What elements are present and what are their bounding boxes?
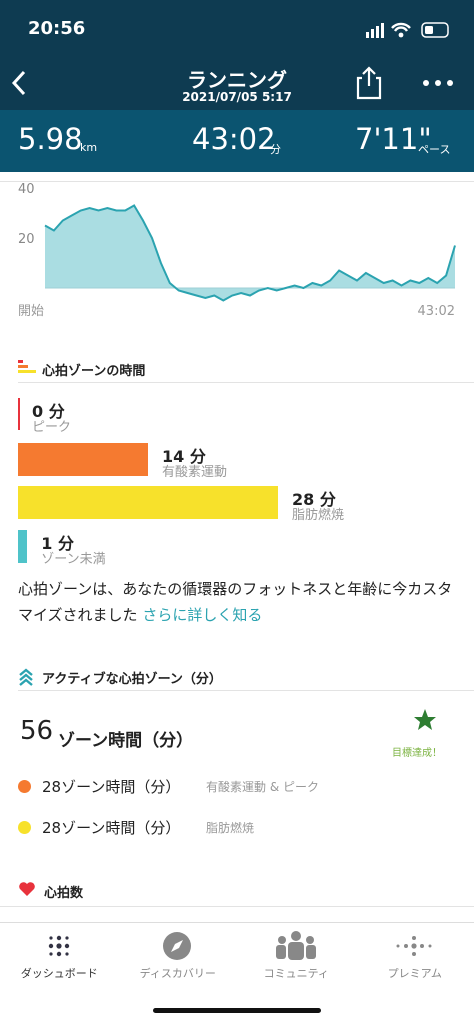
section-title: アクティブな心拍ゾーン（分） (42, 668, 222, 687)
nav-icon (276, 931, 316, 960)
chart-area (45, 206, 455, 301)
zone-bar (18, 486, 278, 519)
x-label: 開始 (18, 304, 44, 319)
stat-unit: ペース (418, 141, 450, 157)
zone-time: 28ゾーン時間（分） (42, 817, 180, 838)
zone-bar (18, 530, 27, 563)
zone-name: 有酸素運動 (162, 461, 227, 480)
zone-dot (18, 780, 31, 793)
divider (18, 690, 474, 691)
zone-name: ゾーン未満 (41, 548, 105, 567)
y-tick-label: 40 (18, 182, 35, 197)
section-title: 心拍数 (44, 882, 83, 901)
x-label: 43:02 (418, 304, 455, 319)
heart-icon (18, 881, 36, 897)
nav-label[interactable]: プレミアム (356, 965, 474, 981)
stat-unit: 分 (270, 141, 281, 157)
nav-label[interactable]: ダッシュボード (0, 965, 119, 981)
stat-value: 5.98 (18, 122, 83, 156)
zone-bar (18, 398, 20, 430)
zone-time: 28ゾーン時間（分） (42, 776, 180, 797)
stat-value: 43:02 (192, 122, 276, 156)
nav-icon (397, 936, 432, 956)
zone-desc: 有酸素運動 & ピーク (206, 778, 319, 795)
zone-desc: 脂肪燃焼 (206, 819, 254, 836)
active-total-unit: ゾーン時間（分） (58, 726, 193, 751)
home-indicator (153, 1008, 321, 1013)
section-title: 心拍ゾーンの時間 (42, 360, 145, 379)
nav-icons (0, 928, 474, 964)
active-icon (18, 667, 34, 687)
divider (18, 382, 474, 383)
y-tick-label: 20 (18, 232, 35, 247)
zone-name: ピーク (32, 416, 71, 435)
zone-dot (18, 821, 31, 834)
nav-label[interactable]: ディスカバリー (119, 965, 238, 981)
learn-more-link[interactable]: さらに詳しく知る (142, 606, 262, 624)
zone-note: 心拍ゾーンは、あなたの循環器のフォットネスと年齢に今カスタマイズされました さら… (18, 576, 458, 628)
goal-star (413, 708, 437, 732)
status-time: 20:56 (28, 18, 85, 39)
nav-label[interactable]: コミュニティ (237, 965, 356, 981)
stat-unit: km (80, 141, 97, 154)
pace-chart: 20 40 開始 43:02 (0, 175, 474, 325)
zone-bar (18, 443, 148, 476)
divider (0, 906, 474, 907)
header-title: ランニング (0, 64, 474, 93)
zone-name: 脂肪燃焼 (292, 504, 344, 523)
nav-icon (163, 932, 191, 960)
header-datetime: 2021/07/05 5:17 (0, 90, 474, 104)
zone-icon (18, 360, 38, 374)
nav-icon (49, 936, 69, 956)
goal-text: 目標達成！ (392, 744, 442, 759)
active-total: 56 (20, 716, 53, 746)
status-icons (362, 20, 457, 42)
